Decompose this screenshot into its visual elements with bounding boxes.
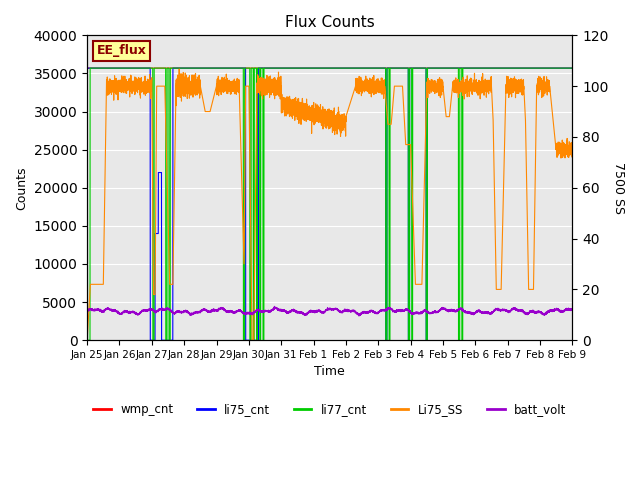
Y-axis label: Counts: Counts — [15, 166, 28, 210]
Y-axis label: 7500 SS: 7500 SS — [612, 162, 625, 214]
Li75_SS — [187, 87, 195, 93]
wmp_cnt — [187, 65, 195, 71]
li75_cnt — [187, 65, 195, 71]
Title: Flux Counts: Flux Counts — [285, 15, 374, 30]
batt_volt — [187, 312, 195, 317]
li75_cnt — [566, 65, 574, 71]
X-axis label: Time: Time — [314, 365, 345, 379]
li77_cnt — [568, 65, 576, 71]
batt_volt — [465, 310, 473, 315]
wmp_cnt — [83, 65, 91, 71]
Text: EE_flux: EE_flux — [97, 45, 147, 58]
batt_volt — [271, 303, 278, 309]
li77_cnt — [187, 65, 195, 71]
li75_cnt — [147, 337, 154, 343]
batt_volt — [355, 313, 362, 319]
Li75_SS — [465, 84, 473, 90]
wmp_cnt — [396, 65, 404, 71]
Line: li77_cnt: li77_cnt — [87, 68, 572, 340]
wmp_cnt — [265, 65, 273, 71]
batt_volt — [567, 307, 575, 312]
li75_cnt — [83, 65, 91, 71]
li75_cnt — [265, 65, 273, 71]
batt_volt — [182, 308, 189, 313]
li77_cnt — [83, 65, 91, 71]
wmp_cnt — [465, 65, 473, 71]
li77_cnt — [465, 65, 473, 71]
li77_cnt — [84, 337, 92, 343]
Legend: wmp_cnt, li75_cnt, li77_cnt, Li75_SS, batt_volt: wmp_cnt, li75_cnt, li77_cnt, Li75_SS, ba… — [88, 398, 571, 420]
Li75_SS — [566, 150, 574, 156]
batt_volt — [83, 308, 91, 314]
li75_cnt — [182, 65, 189, 71]
Li75_SS — [83, 337, 91, 343]
Li75_SS — [568, 143, 576, 149]
li75_cnt — [396, 65, 404, 71]
Li75_SS — [265, 75, 273, 81]
li77_cnt — [566, 65, 574, 71]
li77_cnt — [182, 65, 189, 71]
batt_volt — [396, 308, 404, 313]
Line: batt_volt: batt_volt — [87, 306, 572, 316]
batt_volt — [265, 309, 273, 315]
li77_cnt — [396, 65, 404, 71]
li75_cnt — [465, 65, 473, 71]
li77_cnt — [265, 65, 273, 71]
Li75_SS — [175, 66, 183, 72]
wmp_cnt — [566, 65, 574, 71]
Li75_SS — [182, 86, 189, 92]
wmp_cnt — [568, 65, 576, 71]
Line: li75_cnt: li75_cnt — [87, 68, 572, 340]
wmp_cnt — [182, 65, 189, 71]
li75_cnt — [568, 65, 576, 71]
Li75_SS — [396, 83, 404, 89]
batt_volt — [568, 307, 576, 312]
Line: Li75_SS: Li75_SS — [87, 69, 572, 340]
